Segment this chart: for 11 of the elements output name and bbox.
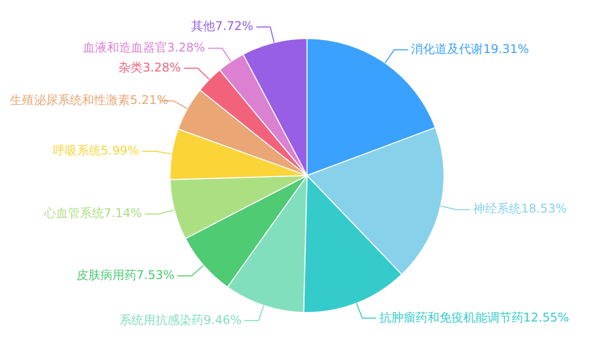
- slice-label: 神经系统18.53%: [473, 202, 567, 216]
- slice-label: 血液和造血器官3.28%: [82, 40, 206, 54]
- slice-label: 消化道及代谢19.31%: [411, 42, 529, 56]
- slice-label: 心血管系统7.14%: [42, 206, 142, 220]
- slice-label: 呼吸系统5.99%: [52, 144, 139, 158]
- slice-label: 系统用抗感染药9.46%: [120, 312, 242, 327]
- slice-label: 皮肤病用药7.53%: [76, 268, 175, 282]
- slice-label: 杂类3.28%: [118, 60, 181, 74]
- slice-label: 抗肿瘤药和免疫机能调节药12.55%: [379, 310, 570, 324]
- slice-label: 其他7.72%: [191, 19, 254, 34]
- slice-label: 生殖泌尿系统和性激素5.21%: [10, 92, 168, 107]
